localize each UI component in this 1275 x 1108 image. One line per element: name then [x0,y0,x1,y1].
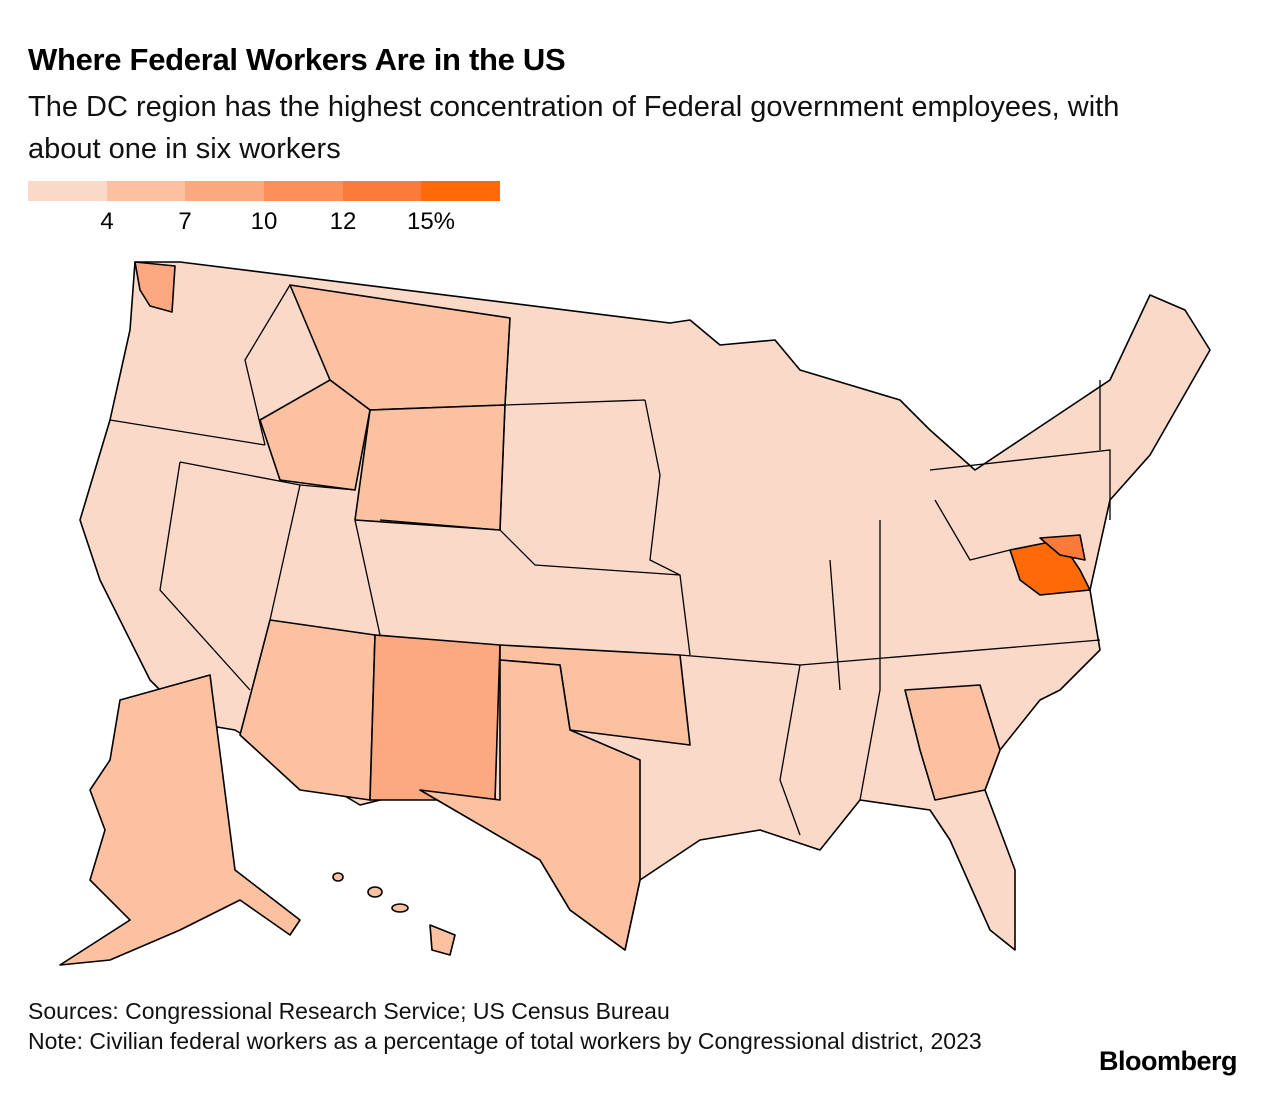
region-maryland [1039,534,1086,561]
note-text: Note: Civilian federal workers as a perc… [28,1028,982,1054]
region-new-mexico [369,634,501,801]
region-idaho [259,379,371,491]
legend-swatch-3 [264,181,343,201]
legend-tick: 10 [250,208,278,235]
legend-swatch-2 [185,181,265,201]
lower-48-outline [79,261,1211,951]
chart-subtitle: The DC region has the highest concentrat… [28,91,1120,165]
legend-swatch-0 [28,181,107,201]
legend-tick: 15% [406,208,456,235]
legend-swatch-5 [421,181,501,201]
alaska [59,674,301,966]
region-arizona [239,619,376,801]
state-borders [109,284,1111,836]
sources-text: Sources: Congressional Research Service;… [28,998,670,1024]
hawaii-island [391,903,409,913]
footer: Sources: Congressional Research Service;… [28,996,1018,1056]
color-legend [28,181,501,201]
legend-swatch-1 [106,181,186,201]
bloomberg-logo: Bloomberg [1098,1046,1238,1076]
chart-title: Where Federal Workers Are in the US [28,42,566,77]
legend-tick: 12 [329,208,357,235]
hawaii-big-island [429,924,456,956]
region-georgia [904,684,1001,801]
hawaii-island [332,872,344,882]
region-texas [419,659,641,951]
legend-ticks: 4 7 10 12 15% [28,208,508,238]
region-wyoming [354,404,506,531]
legend-swatch-4 [342,181,422,201]
us-choropleth-map [59,261,1211,966]
hawaii-island [367,886,383,898]
region-washington [134,261,176,313]
legend-tick: 7 [178,208,192,235]
legend-tick: 4 [100,208,114,235]
